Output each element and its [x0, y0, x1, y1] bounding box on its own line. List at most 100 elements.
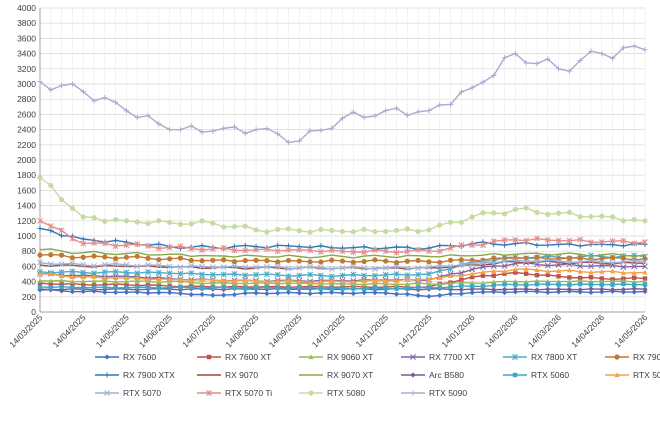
data-point [491, 287, 497, 293]
data-point [631, 286, 637, 292]
data-point [404, 258, 410, 264]
data-point [80, 89, 86, 95]
data-point [231, 280, 238, 286]
legend-item: RX 7600 XT [197, 352, 271, 362]
data-point [123, 108, 130, 114]
data-point [318, 286, 324, 291]
data-point [383, 281, 389, 286]
data-point [534, 209, 540, 215]
data-point [372, 290, 378, 296]
data-point [59, 284, 64, 289]
x-tick-label: 14/11/2025 [353, 312, 390, 349]
data-point [69, 274, 76, 280]
data-point [566, 237, 573, 244]
data-point [155, 245, 162, 252]
data-point [253, 278, 259, 283]
data-point [458, 269, 465, 276]
data-point [123, 275, 130, 280]
data-point [80, 279, 86, 284]
data-point [588, 239, 594, 246]
data-point [631, 43, 637, 49]
data-point [113, 279, 119, 285]
data-point [264, 279, 270, 284]
data-point [145, 290, 151, 296]
data-point [104, 390, 110, 396]
data-point [437, 275, 443, 280]
data-point [480, 286, 486, 292]
data-point [437, 281, 443, 287]
data-point [534, 282, 540, 287]
legend-item: RTX 5070 [95, 388, 161, 398]
data-point [620, 237, 627, 244]
data-point [199, 258, 205, 264]
data-point [134, 275, 140, 281]
data-point [631, 282, 637, 288]
data-point [242, 290, 248, 296]
data-point [447, 257, 454, 263]
data-point [426, 293, 432, 300]
data-point [588, 282, 594, 287]
data-point [437, 242, 443, 249]
data-point [48, 228, 54, 234]
data-point [415, 277, 421, 282]
data-point [81, 282, 86, 287]
data-point [599, 289, 605, 295]
data-point [448, 284, 453, 290]
data-point [372, 113, 378, 119]
data-point [189, 285, 194, 290]
legend-label: RTX 5080 [327, 388, 365, 398]
data-point [102, 95, 108, 101]
data-point [264, 284, 270, 290]
data-point [361, 265, 368, 271]
data-point [544, 237, 551, 244]
data-point [177, 264, 184, 271]
data-point [404, 281, 410, 287]
data-point [512, 236, 519, 243]
data-point [329, 278, 335, 284]
legend-label: RX 7900 XT [633, 352, 660, 362]
data-point [231, 271, 238, 277]
data-point [447, 101, 454, 108]
data-point [308, 390, 314, 396]
data-point [458, 280, 464, 285]
data-point [155, 269, 162, 276]
data-point [221, 224, 227, 230]
data-point [501, 242, 508, 248]
data-point [545, 272, 550, 278]
data-point [555, 286, 562, 292]
data-point [621, 281, 626, 287]
data-point [410, 354, 416, 360]
data-point [275, 242, 281, 248]
data-point [81, 285, 86, 290]
data-point [458, 287, 464, 293]
y-tick-label: 3600 [17, 33, 36, 43]
data-point [339, 248, 346, 255]
y-tick-label: 2200 [17, 140, 36, 150]
data-point [490, 260, 497, 267]
data-point [350, 263, 357, 270]
data-point [177, 270, 184, 277]
data-point [48, 182, 54, 189]
data-point [253, 271, 260, 278]
data-point [242, 257, 248, 264]
data-point [296, 290, 302, 296]
data-point [436, 248, 443, 255]
data-point [101, 261, 108, 268]
data-point [361, 289, 367, 296]
data-point [167, 290, 173, 296]
data-point [91, 263, 97, 270]
data-point [285, 139, 292, 145]
data-point [156, 241, 162, 247]
data-point [394, 286, 399, 291]
data-point [577, 57, 583, 64]
data-point [437, 102, 443, 108]
data-point [209, 264, 216, 271]
data-point [609, 260, 616, 267]
data-point [274, 248, 281, 255]
data-point [545, 269, 551, 274]
legend-label: RX 7900 XTX [123, 370, 175, 380]
y-tick-label: 3800 [17, 18, 36, 28]
data-point [80, 254, 86, 260]
data-point [156, 290, 162, 296]
data-point [469, 290, 475, 296]
